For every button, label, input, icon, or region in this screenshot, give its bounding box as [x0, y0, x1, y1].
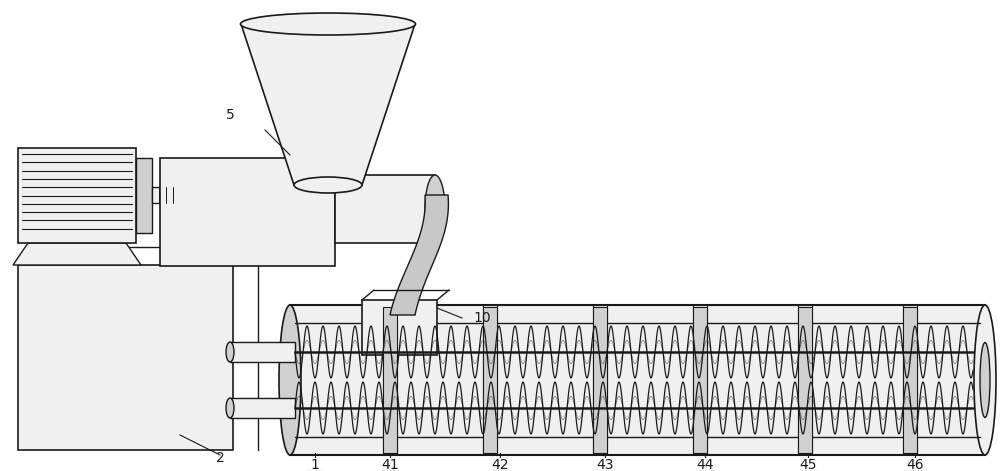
Ellipse shape: [240, 13, 416, 35]
Bar: [18, 265, 233, 450]
Ellipse shape: [226, 398, 234, 418]
Text: 1: 1: [311, 458, 319, 471]
Text: 2: 2: [216, 451, 224, 465]
Bar: [160, 158, 335, 266]
Bar: [230, 398, 295, 418]
Bar: [136, 158, 152, 233]
Ellipse shape: [974, 305, 996, 455]
Text: 46: 46: [906, 458, 924, 471]
Ellipse shape: [425, 175, 445, 243]
Bar: [693, 307, 707, 453]
Bar: [903, 307, 917, 453]
Text: 44: 44: [696, 458, 714, 471]
Polygon shape: [390, 195, 448, 315]
Text: 45: 45: [799, 458, 817, 471]
Polygon shape: [241, 24, 415, 185]
Bar: [362, 300, 437, 355]
Bar: [593, 307, 607, 453]
Text: 41: 41: [381, 458, 399, 471]
Text: 5: 5: [226, 108, 234, 122]
Bar: [230, 342, 295, 362]
Bar: [290, 305, 985, 455]
Bar: [383, 307, 397, 453]
Bar: [152, 187, 180, 203]
Text: 10: 10: [473, 311, 491, 325]
Ellipse shape: [294, 177, 362, 193]
Ellipse shape: [279, 305, 301, 455]
Bar: [335, 175, 435, 243]
Text: 43: 43: [596, 458, 614, 471]
Bar: [798, 307, 812, 453]
Text: 42: 42: [491, 458, 509, 471]
Bar: [18, 148, 136, 243]
Ellipse shape: [226, 342, 234, 362]
Ellipse shape: [980, 342, 990, 417]
Polygon shape: [13, 243, 141, 265]
Bar: [483, 307, 497, 453]
